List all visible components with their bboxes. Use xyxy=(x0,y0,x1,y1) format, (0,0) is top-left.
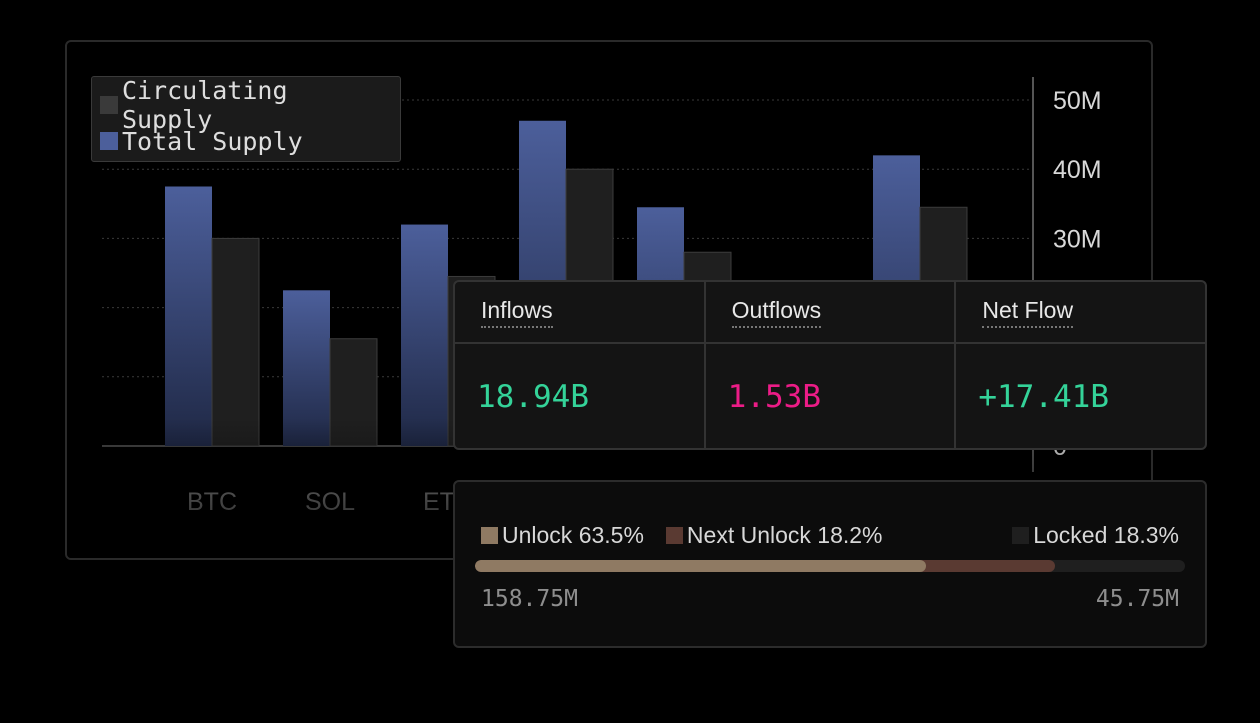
y-tick-label: 50M xyxy=(1053,87,1102,115)
unlock-item-locked: Locked 18.3% xyxy=(1012,522,1179,549)
inflows-label: Inflows xyxy=(481,297,553,328)
unlock-amount-right: 45.75M xyxy=(1095,586,1179,612)
unlock-swatch-unlocked xyxy=(481,527,498,544)
chart-legend: Circulating Supply Total Supply xyxy=(91,76,401,162)
y-tick-label: 40M xyxy=(1053,156,1102,184)
bar-total-supply xyxy=(165,186,212,446)
unlock-swatch-locked xyxy=(1012,527,1030,544)
net-flow-column: Net Flow +17.41B xyxy=(956,282,1206,448)
inflows-value: 18.94B xyxy=(477,379,589,415)
outflows-header[interactable]: Outflows xyxy=(705,282,955,344)
x-tick-label: SOL xyxy=(305,488,355,516)
unlock-label-next: Next Unlock 18.2% xyxy=(686,522,883,548)
bar-circulating-supply xyxy=(329,338,378,447)
unlock-segment xyxy=(475,560,926,572)
legend-swatch-circulating xyxy=(100,96,118,114)
inflows-header[interactable]: Inflows xyxy=(455,282,704,344)
net-flow-header[interactable]: Net Flow xyxy=(956,282,1206,344)
legend-item-circulating[interactable]: Circulating Supply xyxy=(100,76,392,134)
net-flow-label: Net Flow xyxy=(982,297,1074,328)
bar-total-supply xyxy=(283,290,330,446)
outflows-label: Outflows xyxy=(731,297,822,328)
bar-total-supply xyxy=(401,224,448,446)
unlock-legend: Unlock 63.5% Next Unlock 18.2% Locked 18… xyxy=(481,522,1179,549)
legend-label-total: Total Supply xyxy=(122,126,303,156)
outflows-value: 1.53B xyxy=(727,379,821,415)
unlock-progress-card: Unlock 63.5% Next Unlock 18.2% Locked 18… xyxy=(453,480,1207,648)
bar-circulating-supply xyxy=(211,237,260,447)
x-tick-label: BTC xyxy=(187,488,237,516)
unlock-item-unlocked: Unlock 63.5% xyxy=(481,522,644,549)
net-flow-value: +17.41B xyxy=(978,379,1109,415)
unlock-item-next: Next Unlock 18.2% xyxy=(665,522,883,549)
outflows-column: Outflows 1.53B xyxy=(705,282,957,448)
legend-swatch-total xyxy=(100,132,118,150)
unlock-swatch-next xyxy=(665,527,683,544)
legend-item-total[interactable]: Total Supply xyxy=(100,123,392,159)
y-tick-label: 30M xyxy=(1053,225,1102,253)
unlock-label-unlocked: Unlock 63.5% xyxy=(502,522,644,548)
unlock-progress-bar xyxy=(475,560,1185,572)
inflows-column: Inflows 18.94B xyxy=(455,282,706,448)
unlock-amount-left: 158.75M xyxy=(481,586,578,612)
flow-summary-card: Inflows 18.94B Outflows 1.53B Net Flow +… xyxy=(453,280,1207,450)
unlock-label-locked: Locked 18.3% xyxy=(1033,522,1179,548)
legend-label-circulating: Circulating Supply xyxy=(121,76,288,134)
